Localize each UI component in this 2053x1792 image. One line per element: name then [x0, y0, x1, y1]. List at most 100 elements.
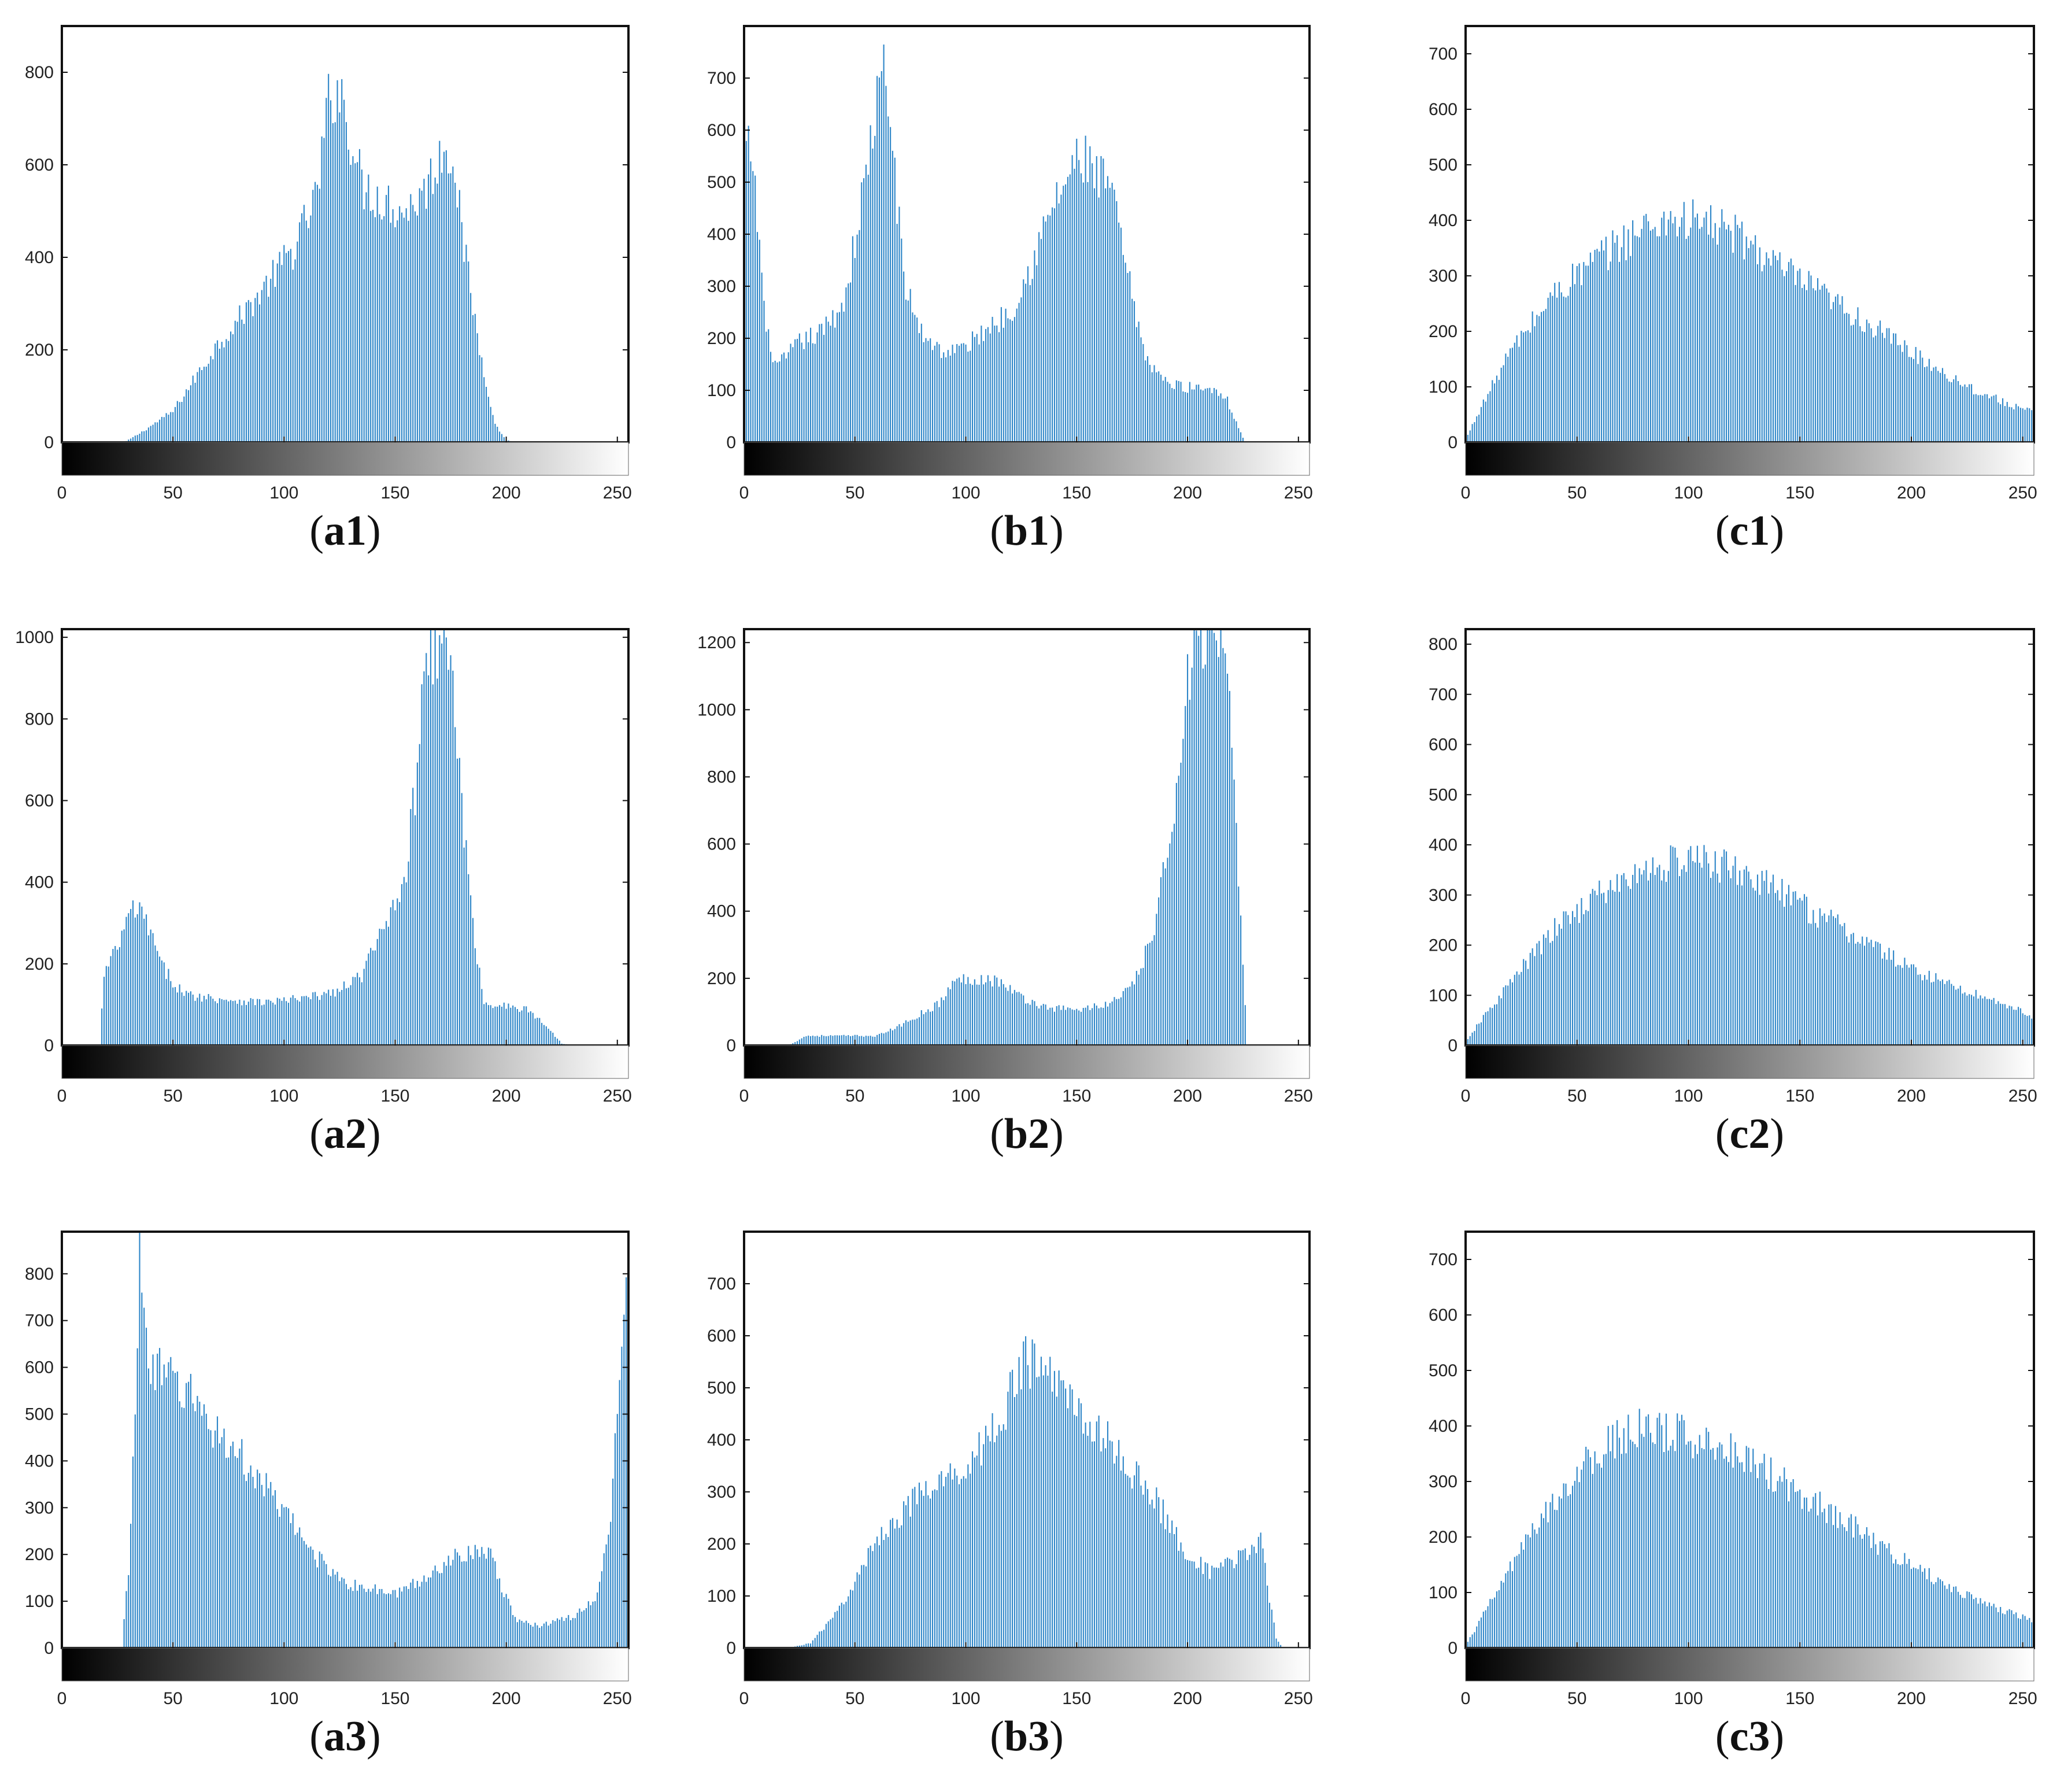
bar-a3-50 [172, 1370, 174, 1648]
bar-b3-30 [810, 1643, 812, 1648]
bar-b1-46 [845, 287, 847, 442]
bar-b2-43 [838, 1035, 840, 1045]
bar-c3-29 [1529, 1537, 1531, 1648]
bar-c2-196 [1902, 967, 1903, 1045]
bar-c1-153 [1806, 290, 1807, 442]
bar-b1-164 [1107, 176, 1109, 442]
bar-c3-235 [1988, 1602, 1990, 1648]
bar-b2-204 [1196, 630, 1197, 1045]
bar-c3-45 [1565, 1483, 1567, 1648]
bar-b2-57 [870, 1036, 871, 1045]
bar-c2-15 [1498, 995, 1500, 1045]
bar-a2-63 [201, 1002, 203, 1045]
ytick-label-b1-6: 600 [707, 121, 736, 140]
bar-a2-28 [123, 929, 125, 1045]
bar-a3-117 [321, 1554, 323, 1648]
bar-a1-101 [286, 253, 287, 442]
bar-a3-216 [541, 1626, 543, 1648]
panel-caption-label-a2: a2 [324, 1110, 367, 1158]
bar-a1-195 [494, 423, 496, 442]
bar-c2-227 [1971, 995, 1973, 1045]
bar-c1-59 [1596, 249, 1598, 442]
bar-a3-37 [143, 1307, 145, 1648]
bar-a2-66 [208, 993, 209, 1045]
bar-c3-184 [1875, 1544, 1877, 1648]
bar-b2-38 [827, 1036, 829, 1045]
bar-b3-213 [1215, 1567, 1217, 1648]
bar-a3-242 [598, 1582, 601, 1648]
bar-a2-145 [383, 929, 385, 1045]
bar-c1-143 [1784, 276, 1785, 442]
bar-b3-214 [1218, 1568, 1219, 1648]
bar-a1-49 [170, 412, 172, 442]
bar-a2-77 [232, 1001, 234, 1045]
xtick-label-b2-4: 200 [1173, 1087, 1202, 1106]
bar-c1-5 [1476, 416, 1478, 442]
bar-b3-46 [845, 1601, 847, 1648]
bar-b3-88 [938, 1474, 940, 1648]
bar-a3-254 [626, 1277, 627, 1648]
bar-b2-187 [1158, 897, 1160, 1045]
xtick-label-a2-4: 200 [492, 1087, 521, 1106]
bar-a1-91 [263, 282, 265, 442]
bar-a2-142 [376, 939, 378, 1045]
bar-c2-124 [1741, 885, 1743, 1045]
bar-c2-202 [1915, 967, 1917, 1045]
bar-a2-164 [426, 653, 427, 1045]
bar-a3-180 [461, 1561, 463, 1648]
bar-b3-98 [960, 1479, 962, 1648]
bar-a3-141 [374, 1584, 376, 1648]
bar-c1-105 [1699, 228, 1700, 442]
bar-c3-38 [1549, 1502, 1551, 1648]
bar-a2-100 [283, 997, 285, 1045]
bar-b2-31 [812, 1036, 813, 1045]
bar-b2-103 [971, 985, 974, 1045]
bar-c1-249 [2019, 408, 2021, 442]
bar-c1-35 [1542, 311, 1544, 442]
bar-b2-87 [936, 1001, 938, 1045]
bar-c2-148 [1795, 891, 1796, 1045]
bar-b2-106 [978, 984, 980, 1045]
xtick-label-c2-0: 0 [1461, 1087, 1471, 1106]
bar-a1-35 [139, 434, 140, 442]
bar-b2-195 [1175, 782, 1177, 1045]
bar-b2-64 [885, 1032, 887, 1045]
xtick-label-c3-0: 0 [1461, 1689, 1471, 1708]
bar-a1-137 [365, 192, 367, 442]
bar-b3-64 [885, 1534, 887, 1648]
bar-a1-152 [399, 206, 401, 442]
bar-c3-90 [1665, 1413, 1667, 1648]
bar-b3-130 [1031, 1339, 1033, 1648]
bar-b2-136 [1045, 1004, 1046, 1045]
bar-c1-212 [1937, 371, 1939, 442]
bar-b1-221 [1233, 419, 1235, 442]
bar-b1-219 [1229, 409, 1230, 442]
bar-a3-44 [159, 1348, 161, 1648]
bar-c3-12 [1492, 1599, 1493, 1648]
bar-a1-146 [386, 195, 387, 442]
bar-c3-116 [1723, 1458, 1725, 1648]
bar-b1-208 [1204, 389, 1206, 442]
bar-b1-80 [920, 323, 922, 442]
bar-b2-170 [1120, 997, 1122, 1045]
bar-c2-26 [1523, 959, 1525, 1045]
bar-b3-25 [798, 1645, 800, 1648]
bar-c3-21 [1511, 1571, 1514, 1648]
bar-b2-99 [963, 974, 964, 1045]
bars-b2 [790, 629, 1246, 1045]
bar-c2-175 [1855, 943, 1856, 1045]
bar-c2-33 [1538, 941, 1540, 1045]
bar-b1-169 [1118, 222, 1120, 442]
bar-a2-174 [447, 670, 449, 1045]
bar-b3-109 [985, 1425, 987, 1648]
bar-c1-219 [1953, 379, 1955, 442]
bar-a2-47 [165, 978, 167, 1045]
ytick-label-c1-2: 200 [1429, 322, 1458, 341]
bar-b3-150 [1076, 1416, 1078, 1648]
bar-c3-37 [1547, 1522, 1549, 1648]
bar-c3-227 [1971, 1594, 1973, 1648]
bar-b1-129 [1029, 285, 1031, 442]
bar-c3-97 [1681, 1414, 1682, 1648]
bar-c2-157 [1815, 923, 1817, 1045]
bar-c2-47 [1570, 923, 1571, 1045]
